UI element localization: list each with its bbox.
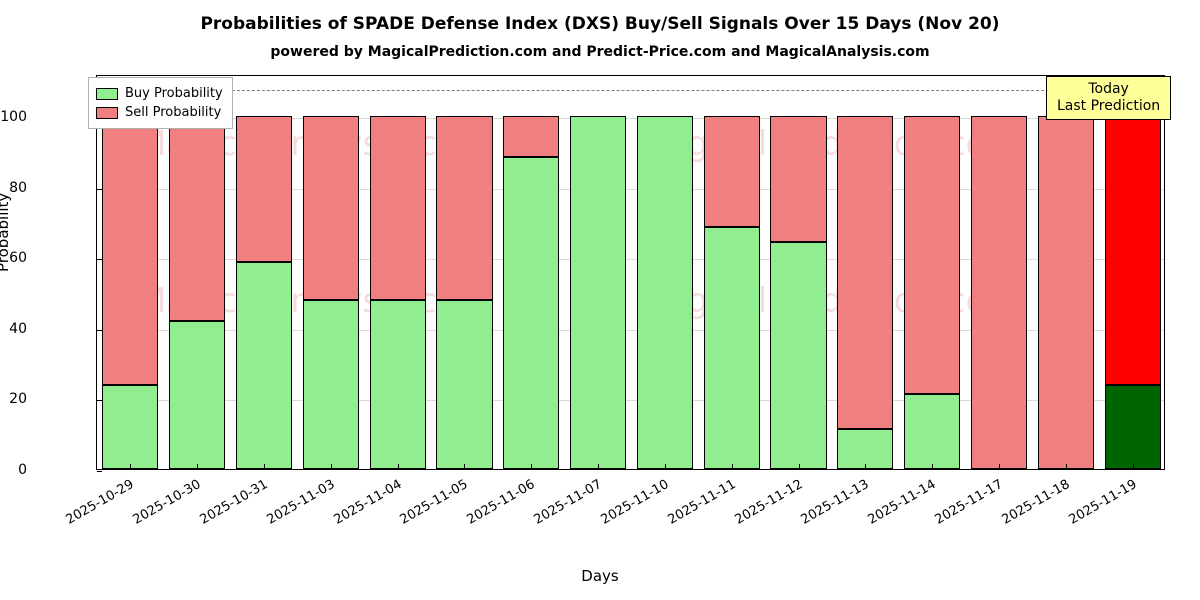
- x-tick-mark: [197, 464, 199, 469]
- legend-label-sell: Sell Probability: [125, 105, 222, 120]
- bar-segment-sell: [1037, 116, 1094, 469]
- bar-group: [970, 74, 1028, 469]
- bar-segment-sell: [970, 116, 1028, 469]
- gridline: [97, 259, 1164, 261]
- gridline: [97, 329, 1164, 331]
- y-tick-label: 100: [0, 109, 27, 126]
- x-tick-mark: [598, 464, 600, 469]
- gridline: [97, 400, 1164, 402]
- x-tick-mark: [531, 464, 533, 469]
- bar-segment-buy: [636, 116, 693, 469]
- bar-segment-sell: [770, 116, 827, 243]
- x-tick-mark: [330, 464, 332, 469]
- x-tick-mark: [264, 464, 266, 469]
- bar-segment-sell: [503, 116, 560, 157]
- chart-title: Probabilities of SPADE Defense Index (DX…: [200, 14, 1000, 34]
- watermark: MagicalPrediction.com: [637, 281, 1020, 321]
- bar-segment-sell: [1104, 116, 1161, 386]
- bar-group: [369, 74, 426, 469]
- x-tick-mark: [998, 464, 1000, 469]
- today-annotation: Today Last Prediction: [1046, 76, 1172, 120]
- watermark: MagicalPrediction.com: [637, 124, 1020, 164]
- bar-group: [503, 74, 560, 469]
- x-axis-label: Days: [581, 567, 619, 585]
- x-tick-mark: [731, 464, 733, 469]
- y-tick-label: 20: [9, 391, 27, 408]
- bar-segment-buy: [904, 393, 961, 469]
- y-tick-label: 40: [9, 320, 27, 337]
- bar-group: [302, 74, 359, 469]
- bar-segment-buy: [703, 227, 760, 469]
- gridline: [97, 188, 1164, 190]
- bar-group: [703, 74, 760, 469]
- bar-segment-buy: [436, 300, 493, 469]
- bar-group: [169, 74, 226, 469]
- bar-group: [102, 74, 159, 469]
- gridline: [97, 118, 1164, 120]
- bar-segment-buy: [503, 156, 560, 469]
- y-tick-mark: [97, 188, 102, 190]
- x-tick-mark: [464, 464, 466, 469]
- y-tick-mark: [97, 471, 102, 472]
- bar-segment-sell: [369, 116, 426, 301]
- legend-item-sell: Sell Probability: [96, 103, 223, 122]
- x-tick-mark: [865, 464, 867, 469]
- bar-segment-buy: [369, 300, 426, 469]
- x-tick-mark: [397, 464, 399, 469]
- bar-segment-sell: [837, 116, 894, 429]
- bar-group: [235, 74, 293, 469]
- x-tick-mark: [664, 464, 666, 469]
- x-tick-mark: [798, 464, 800, 469]
- bar-segment-buy: [302, 300, 359, 469]
- reference-line: [97, 90, 1164, 92]
- bar-group: [1037, 74, 1094, 469]
- plot-area: MagicalAnalysis.comMagicalPrediction.com…: [96, 74, 1165, 472]
- bar-segment-buy: [770, 242, 827, 469]
- bar-group: [1104, 74, 1161, 469]
- bar-segment-sell: [169, 116, 226, 321]
- x-tick-mark: [1065, 464, 1067, 469]
- y-tick-mark: [97, 329, 102, 331]
- bar-group: [837, 74, 894, 469]
- y-tick-label: 60: [9, 250, 27, 267]
- bar-segment-sell: [436, 116, 493, 301]
- y-tick-mark: [97, 400, 102, 402]
- chart-subtitle: powered by MagicalPrediction.com and Pre…: [270, 44, 930, 60]
- bar-segment-sell: [904, 116, 961, 394]
- bar-segment-sell: [302, 116, 359, 301]
- bar-segment-sell: [703, 116, 760, 228]
- bar-segment-buy: [837, 428, 894, 469]
- x-tick-mark: [932, 464, 934, 469]
- legend-swatch-sell: [96, 106, 118, 119]
- bar-segment-buy: [570, 116, 627, 469]
- bar-group: [770, 74, 827, 469]
- x-tick-mark: [130, 464, 132, 469]
- today-annotation-line2: Last Prediction: [1057, 98, 1161, 114]
- y-tick-label: 80: [9, 179, 27, 196]
- legend-item-buy: Buy Probability: [96, 84, 223, 103]
- bar-group: [436, 74, 493, 469]
- bar-segment-buy: [169, 320, 226, 469]
- bar-segment-sell: [235, 116, 293, 263]
- legend-swatch-buy: [96, 87, 118, 100]
- legend-label-buy: Buy Probability: [125, 86, 223, 101]
- bar-segment-buy: [235, 262, 293, 469]
- bar-segment-sell: [102, 116, 159, 386]
- bar-group: [570, 74, 627, 469]
- bar-group: [636, 74, 693, 469]
- today-annotation-line1: Today: [1088, 81, 1129, 97]
- y-tick-label: 0: [18, 462, 27, 478]
- x-tick-mark: [1132, 464, 1134, 469]
- bar-segment-buy: [1104, 385, 1161, 469]
- bar-group: [904, 74, 961, 469]
- y-tick-mark: [97, 259, 102, 261]
- chart-legend: Buy Probability Sell Probability: [88, 77, 233, 129]
- bar-segment-buy: [102, 385, 159, 469]
